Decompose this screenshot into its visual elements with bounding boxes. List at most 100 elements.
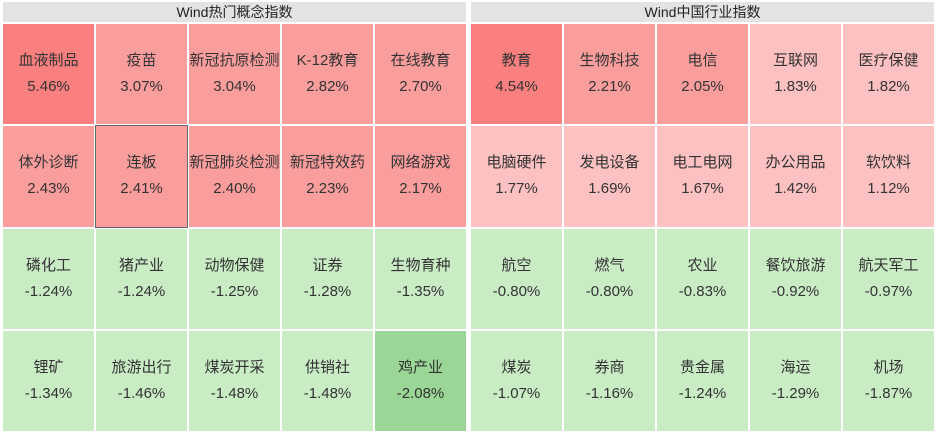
cell-change: 2.70% — [399, 78, 442, 96]
heatmap-cell[interactable]: 疫苗 3.07% — [96, 24, 187, 125]
heatmap-cell[interactable]: 软饮料 1.12% — [843, 126, 934, 227]
cell-change: 1.12% — [867, 180, 910, 198]
cell-change: -0.83% — [678, 282, 727, 300]
heatmap-cell[interactable]: 航空 -0.80% — [471, 228, 562, 329]
heatmap-cell[interactable]: 供销社 -1.48% — [282, 330, 373, 431]
cell-change: 2.40% — [213, 180, 256, 198]
heatmap-cell[interactable]: 网络游戏 2.17% — [375, 126, 466, 227]
heatmap-cell[interactable]: 旅游出行 -1.46% — [96, 330, 187, 431]
heatmap-cell[interactable]: 新冠肺炎检测 2.40% — [189, 126, 280, 227]
heatmap-cell[interactable]: 机场 -1.87% — [843, 330, 934, 431]
cell-name: 航空 — [501, 256, 532, 274]
heatmap-cell[interactable]: 证券 -1.28% — [282, 228, 373, 329]
cell-name: 新冠肺炎检测 — [189, 154, 280, 172]
heatmap-cell[interactable]: 办公用品 1.42% — [750, 126, 841, 227]
heatmap-cell[interactable]: 体外诊断 2.43% — [3, 126, 94, 227]
cell-name: 医疗保健 — [858, 52, 919, 70]
cell-change: -1.87% — [864, 384, 913, 402]
heatmap-cell[interactable]: 煤炭开采 -1.48% — [189, 330, 280, 431]
heatmap-cell[interactable]: 发电设备 1.69% — [564, 126, 655, 227]
cell-name: 教育 — [501, 52, 532, 70]
concept-heatmap-grid: 血液制品 5.46% 疫苗 3.07% 新冠抗原检测 3.04% K-12教育 2.82% 在线… — [3, 24, 466, 431]
cell-name: 农业 — [687, 256, 718, 274]
cell-change: -1.48% — [303, 384, 352, 402]
cell-name: 餐饮旅游 — [765, 256, 826, 274]
cell-change: 1.83% — [774, 78, 817, 96]
heatmap-cell[interactable]: 动物保健 -1.25% — [189, 228, 280, 329]
heatmap-cell[interactable]: 生物育种 -1.35% — [375, 228, 466, 329]
heatmap-cell[interactable]: 血液制品 5.46% — [3, 24, 94, 125]
cell-name: 贵金属 — [679, 358, 725, 376]
cell-change: 5.46% — [27, 78, 70, 96]
cell-change: 1.67% — [681, 180, 724, 198]
heatmap-cell[interactable]: 互联网 1.83% — [750, 24, 841, 125]
heatmap-cell[interactable]: 海运 -1.29% — [750, 330, 841, 431]
heatmap-cell[interactable]: 券商 -1.16% — [564, 330, 655, 431]
heatmap-cell[interactable]: 医疗保健 1.82% — [843, 24, 934, 125]
cell-name: 证券 — [312, 256, 343, 274]
panel-industry-indices: Wind中国行业指数 教育 4.54% 生物科技 2.21% 电信 2.05% 互联网 1.8… — [471, 2, 934, 431]
cell-change: 1.69% — [588, 180, 631, 198]
cell-name: 海运 — [780, 358, 811, 376]
cell-name: 航天军工 — [858, 256, 919, 274]
panel-title-concept: Wind热门概念指数 — [3, 2, 466, 22]
cell-name: 猪产业 — [118, 256, 164, 274]
cell-change: -1.29% — [771, 384, 820, 402]
heatmap-cell[interactable]: 电工电网 1.67% — [657, 126, 748, 227]
cell-name: 旅游出行 — [111, 358, 172, 376]
heatmap-cell[interactable]: 连板 2.41% — [96, 126, 187, 227]
cell-change: -1.07% — [492, 384, 541, 402]
heatmap-cell[interactable]: 锂矿 -1.34% — [3, 330, 94, 431]
cell-change: -1.35% — [396, 282, 445, 300]
cell-change: 3.04% — [213, 78, 256, 96]
cell-name: 连板 — [126, 154, 157, 172]
heatmap-cell[interactable]: 在线教育 2.70% — [375, 24, 466, 125]
heatmap-cell[interactable]: 猪产业 -1.24% — [96, 228, 187, 329]
heatmap-cell[interactable]: 燃气 -0.80% — [564, 228, 655, 329]
industry-heatmap-grid: 教育 4.54% 生物科技 2.21% 电信 2.05% 互联网 1.83% 医疗保健 1.82%… — [471, 24, 934, 431]
heatmap-cell[interactable]: 生物科技 2.21% — [564, 24, 655, 125]
cell-change: 3.07% — [120, 78, 163, 96]
heatmap-cell[interactable]: 电信 2.05% — [657, 24, 748, 125]
cell-change: -1.48% — [210, 384, 259, 402]
cell-name: 新冠抗原检测 — [189, 52, 280, 70]
heatmap-cell[interactable]: 新冠特效药 2.23% — [282, 126, 373, 227]
cell-change: 2.82% — [306, 78, 349, 96]
heatmap-cell[interactable]: K-12教育 2.82% — [282, 24, 373, 125]
cell-change: 4.54% — [495, 78, 538, 96]
heatmap-cell[interactable]: 电脑硬件 1.77% — [471, 126, 562, 227]
cell-name: 软饮料 — [865, 154, 911, 172]
cell-change: -1.46% — [117, 384, 166, 402]
cell-name: 锂矿 — [33, 358, 64, 376]
cell-name: 在线教育 — [390, 52, 451, 70]
heatmap-cell[interactable]: 煤炭 -1.07% — [471, 330, 562, 431]
heatmap-cell[interactable]: 农业 -0.83% — [657, 228, 748, 329]
cell-name: 血液制品 — [18, 52, 79, 70]
cell-name: K-12教育 — [296, 52, 359, 70]
cell-change: 1.42% — [774, 180, 817, 198]
cell-change: -1.24% — [117, 282, 166, 300]
cell-name: 办公用品 — [765, 154, 826, 172]
cell-change: -1.28% — [303, 282, 352, 300]
panel-title-industry: Wind中国行业指数 — [471, 2, 934, 22]
heatmap-cell[interactable]: 鸡产业 -2.08% — [375, 330, 466, 431]
cell-change: -0.80% — [492, 282, 541, 300]
cell-change: -1.24% — [678, 384, 727, 402]
cell-name: 煤炭 — [501, 358, 532, 376]
heatmap-cell[interactable]: 教育 4.54% — [471, 24, 562, 125]
heatmap-cell[interactable]: 贵金属 -1.24% — [657, 330, 748, 431]
cell-change: 2.05% — [681, 78, 724, 96]
heatmap-cell[interactable]: 餐饮旅游 -0.92% — [750, 228, 841, 329]
cell-name: 鸡产业 — [397, 358, 443, 376]
heatmap-cell[interactable]: 航天军工 -0.97% — [843, 228, 934, 329]
cell-change: -1.25% — [210, 282, 259, 300]
cell-change: -0.97% — [864, 282, 913, 300]
heatmap-cell[interactable]: 磷化工 -1.24% — [3, 228, 94, 329]
cell-change: -1.16% — [585, 384, 634, 402]
cell-name: 网络游戏 — [390, 154, 451, 172]
heatmap-cell[interactable]: 新冠抗原检测 3.04% — [189, 24, 280, 125]
cell-name: 券商 — [594, 358, 625, 376]
cell-name: 新冠特效药 — [289, 154, 365, 172]
cell-change: -0.80% — [585, 282, 634, 300]
